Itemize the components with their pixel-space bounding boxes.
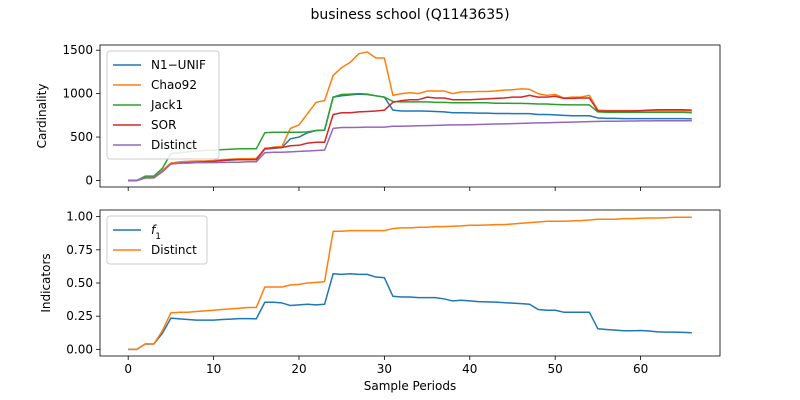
y-axis-label: Indicators [39,253,53,312]
x-tick-label: 50 [548,362,563,376]
chart-title: business school (Q1143635) [310,7,509,23]
y-tick-label: 1.00 [66,210,93,224]
x-tick-label: 20 [291,362,306,376]
y-tick-label: 500 [70,130,93,144]
x-axis-label: Sample Periods [364,379,456,393]
plot-frame [99,44,721,188]
series-line-distinct [128,119,692,182]
legend-label: Distinct [151,138,197,152]
series-line-sor [128,94,692,182]
legend-label: N1−UNIF [151,58,206,72]
y-axis-label: Cardinality [35,84,49,149]
series-line-jack1 [128,92,692,182]
legend-box [106,50,220,160]
x-tick-label: 0 [124,362,132,376]
series-line-distinct [128,216,692,351]
legend-box [106,215,208,265]
legend-label: f1 [151,223,161,242]
y-tick-label: 0.75 [66,243,93,257]
y-tick-label: 1000 [62,87,93,101]
x-tick-label: 40 [462,362,477,376]
indicators-panel: 0 10 20 30 40 50 60 0.00 0.25 0.50 0.75 1.00 Indicat… [39,209,721,393]
series-line-f1 [128,272,692,351]
legend-label: Chao92 [151,78,197,92]
y-tick-label: 1500 [62,43,93,57]
legend-label: Jack1 [150,98,183,112]
cardinality-panel: 0 500 1000 1500 Cardinality N1−UNIF Chao92 Jack… [35,43,721,191]
x-tick-label: 10 [206,362,221,376]
x-tick-label: 30 [377,362,392,376]
y-tick-label: 0.00 [66,342,93,356]
legend-label: Distinct [151,243,197,257]
y-tick-label: 0.25 [66,309,93,323]
y-tick-label: 0.50 [66,276,93,290]
legend-label: SOR [151,118,176,132]
legend: N1−UNIF Chao92 Jack1 SOR Distinct [106,50,220,160]
x-tick-label: 60 [633,362,648,376]
y-tick-label: 0 [85,173,93,187]
